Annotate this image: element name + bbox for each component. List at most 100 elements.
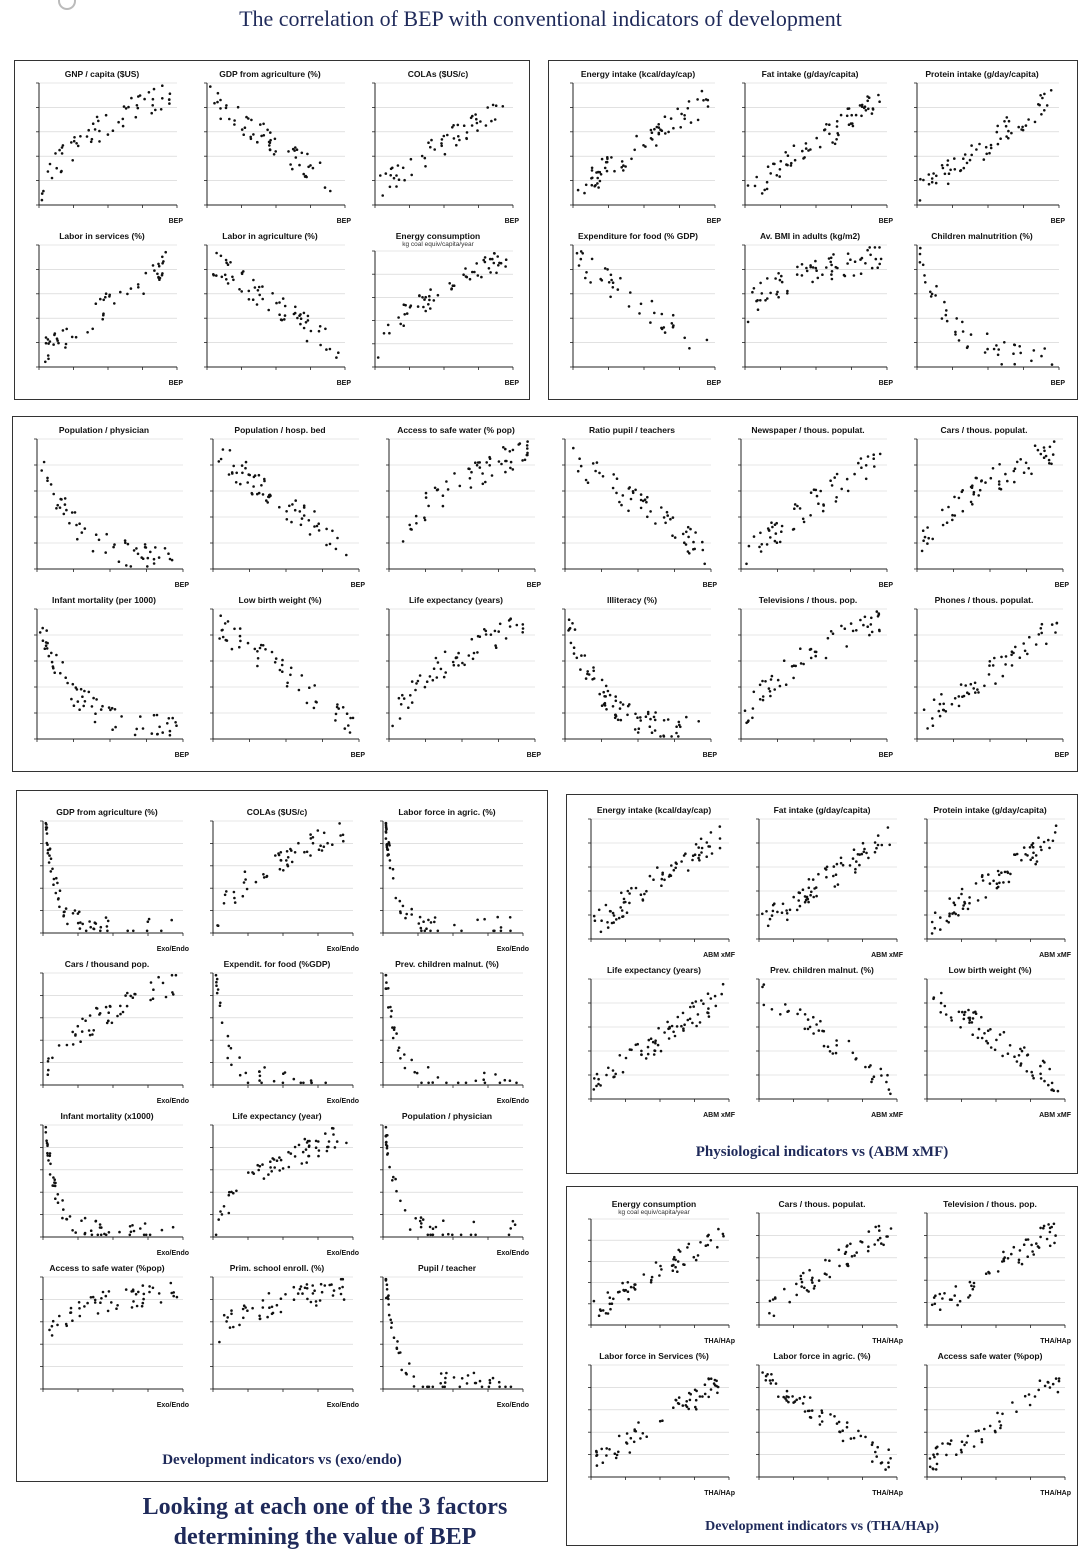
data-point [997,873,1001,877]
data-point [400,1368,403,1372]
data-point [603,166,607,170]
data-point [967,692,971,696]
data-point [609,295,612,299]
data-point [955,317,958,320]
data-point [216,91,220,95]
data-point [166,722,169,725]
data-point [611,705,615,708]
data-point [139,715,142,718]
data-point [164,995,168,999]
data-point [1036,448,1040,452]
data-point [442,1219,445,1222]
data-point [397,1046,401,1049]
data-point [256,664,259,668]
scatter-plot-area [588,818,730,942]
data-point [335,705,339,709]
data-point [952,901,956,904]
data-point [303,1286,307,1290]
data-point [1047,1223,1050,1226]
data-point [233,627,236,631]
data-point [953,1294,956,1297]
data-point [774,1297,777,1300]
data-point [271,292,274,295]
data-point [122,105,126,108]
data-point [468,477,472,480]
scatter-chart: Fat intake (g/day/capita) BEP [727,69,893,225]
data-point [783,1287,786,1291]
data-point [988,660,992,663]
data-point [521,623,525,626]
data-point [809,265,812,269]
data-point [921,529,925,532]
data-point [258,1317,262,1320]
data-point [595,1072,599,1076]
data-point [1045,104,1049,107]
data-point [499,926,503,929]
data-point [281,297,285,300]
data-point [698,1021,702,1024]
data-point [49,483,53,486]
data-point [849,258,852,261]
data-point [1000,871,1003,874]
data-point [1030,1070,1033,1074]
data-point [795,1293,798,1297]
data-point [835,862,839,866]
chart-title: GDP from agriculture (%) [219,69,321,79]
data-point [600,1447,603,1451]
data-point [279,1297,283,1300]
data-point [232,1191,235,1195]
data-point [945,919,949,923]
data-point [58,148,61,152]
data-point [841,1439,845,1443]
data-point [142,292,145,295]
data-point [418,294,421,298]
data-point [465,137,468,141]
data-point [64,346,67,349]
data-point [845,477,849,481]
data-point [795,1398,798,1402]
data-point [863,615,867,619]
data-point [256,657,260,660]
data-point [815,1023,818,1026]
data-point [650,299,654,303]
data-point [799,1274,803,1278]
data-point [782,1395,785,1399]
data-point [867,856,870,860]
data-point [53,1184,57,1188]
data-point [106,1309,110,1313]
data-point [289,1152,293,1155]
data-point [133,733,137,737]
data-point [870,1080,873,1084]
data-point [151,264,155,267]
data-point [302,1081,305,1085]
data-point [886,826,890,829]
data-point [676,1270,679,1273]
data-point [45,823,48,826]
data-point [807,878,811,881]
data-point [132,1229,136,1233]
data-point [249,137,253,141]
data-point [317,848,321,851]
data-point [278,1156,281,1159]
data-point [428,1225,432,1229]
data-point [442,134,446,138]
data-point [156,732,159,736]
data-point [1026,652,1029,656]
data-point [293,149,296,152]
data-point [79,135,82,138]
data-point [229,261,232,264]
data-point [436,661,440,664]
data-point [694,843,698,846]
data-point [984,481,987,484]
data-point [866,1249,870,1253]
data-point [227,473,231,476]
data-point [584,183,588,187]
data-point [1024,853,1027,856]
data-point [116,1304,119,1307]
data-point [46,1144,49,1148]
data-point [857,461,860,465]
data-point [670,322,674,325]
data-point [977,494,980,497]
data-point [663,331,667,334]
data-point [675,731,678,735]
